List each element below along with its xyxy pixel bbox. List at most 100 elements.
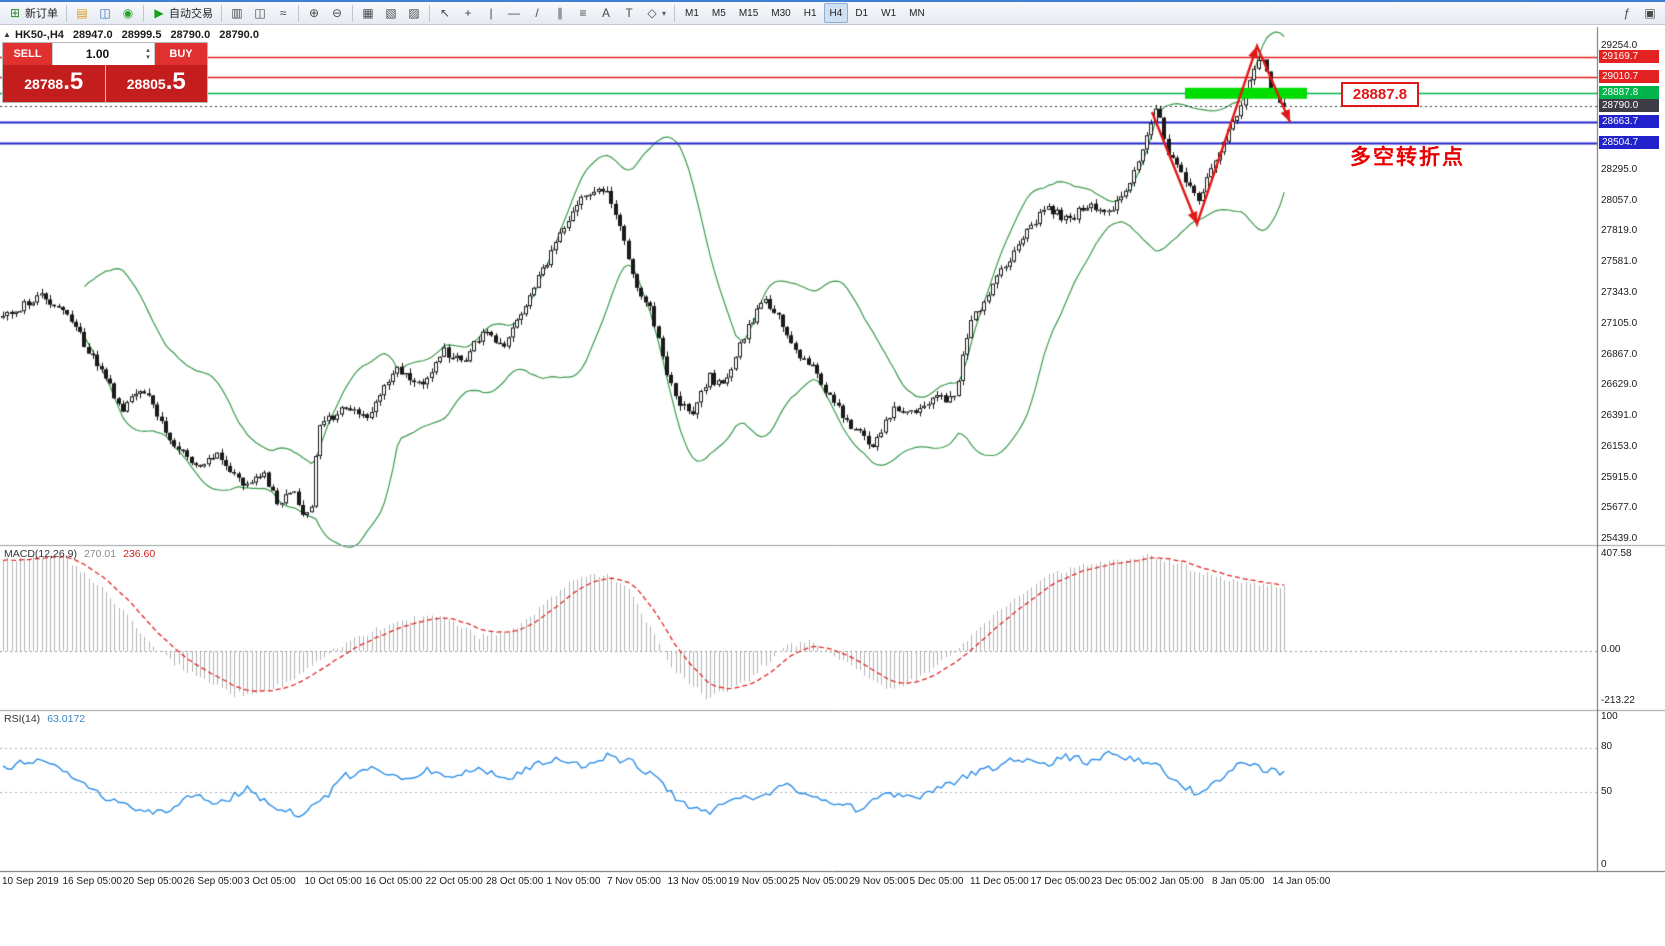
horizontal-line-icon[interactable]: — (503, 2, 525, 24)
navigator-icon-glyph: ◉ (122, 6, 134, 20)
time-axis[interactable]: 10 Sep 2019 16 Sep 05:00 20 Sep 05:00 26 Se… (0, 872, 1665, 892)
autotrade-button[interactable]: ▶ 自动交易 (148, 2, 217, 24)
fibonacci-icon-glyph: ≡ (579, 6, 587, 20)
zoom-out-icon-glyph: ⊖ (331, 6, 343, 20)
line-chart-icon[interactable]: ≈ (272, 2, 294, 24)
macd-axis-max: 407.58 (1601, 548, 1632, 559)
macd-axis-zero: 0.00 (1601, 644, 1621, 655)
candlestick-chart-icon[interactable]: ◫ (249, 2, 271, 24)
ohlc-high: 28999.5 (121, 29, 162, 41)
symbol-period-label: HK50-,H4 (15, 29, 64, 41)
one-click-panel-toggle[interactable]: ▲ (3, 30, 11, 39)
price-scale-label: 27343.0 (1601, 286, 1638, 298)
cascade-windows-icon[interactable]: ▧ (380, 2, 402, 24)
sell-price[interactable]: 28788 .5 (3, 65, 106, 102)
timeframe-mn-button[interactable]: MN (909, 7, 925, 19)
zoom-out-icon[interactable]: ⊖ (326, 2, 348, 24)
auto-arrange-icon[interactable]: ▨ (403, 2, 425, 24)
price-tag-28887-8: 28887.8 (1599, 86, 1659, 100)
time-axis-label: 17 Dec 05:00 (1030, 876, 1091, 887)
price-tag-29169-7: 29169.7 (1599, 49, 1659, 63)
vertical-line-icon[interactable]: | (480, 2, 502, 24)
time-axis-label: 5 Dec 05:00 (909, 876, 964, 887)
crosshair-icon[interactable]: + (457, 2, 479, 24)
macd-value-main: 270.01 (83, 548, 117, 560)
volume-down-button[interactable]: ▾ (146, 54, 150, 61)
sell-price-big: .5 (63, 68, 84, 95)
timeframe-h1-button[interactable]: H1 (803, 7, 817, 19)
zoom-in-icon[interactable]: ⊕ (303, 2, 325, 24)
timeframe-m5-button[interactable]: M5 (711, 7, 726, 19)
timeframe-d1-button[interactable]: D1 (855, 7, 869, 19)
new-order-button-label: 新订单 (25, 8, 58, 20)
new-order-button[interactable]: ⊞ 新订单 (4, 2, 62, 24)
volume-value: 1.00 (85, 47, 110, 61)
shapes-icon-glyph: ◇ (647, 6, 657, 20)
time-axis-label: 23 Dec 05:00 (1091, 876, 1151, 887)
buy-button[interactable]: BUY (155, 43, 207, 65)
toolbar-separator (298, 4, 299, 22)
time-axis-label: 7 Nov 05:00 (607, 876, 661, 887)
rsi-label: RSI(14) 63.0172 (4, 713, 85, 725)
timeframe-m30-button[interactable]: M30 (771, 7, 791, 19)
shapes-icon[interactable]: ◇ ▾ (641, 2, 670, 24)
text-icon[interactable]: A (595, 2, 617, 24)
time-axis-label: 13 Nov 05:00 (667, 876, 728, 887)
indicators-icon[interactable]: ƒ (1616, 2, 1638, 24)
time-axis-label: 28 Oct 05:00 (486, 876, 544, 887)
price-tag-28790-0: 28790.0 (1599, 98, 1659, 112)
rsi-axis-100: 100 (1601, 711, 1618, 722)
time-axis-label: 1 Nov 05:00 (546, 876, 601, 887)
price-scale-label: 28057.0 (1601, 194, 1638, 206)
shapes-icon-dropdown[interactable]: ▾ (662, 8, 667, 18)
price-tag-28504-7: 28504.7 (1599, 135, 1659, 149)
ohlc-close: 28790.0 (219, 29, 259, 41)
timeframe-m15-button[interactable]: M15 (738, 7, 759, 19)
text-label-icon-glyph: T (625, 6, 633, 20)
toolbar-separator (143, 4, 144, 22)
crosshair-icon-glyph: + (464, 6, 472, 20)
buy-price-prefix: 28805 (126, 76, 166, 92)
timeframe-w1-button[interactable]: W1 (881, 7, 897, 19)
trade-panel-price-row: 28788 .5 28805 .5 (3, 65, 207, 102)
volume-stepper: ▴ ▾ (142, 47, 154, 61)
text-icon-glyph: A (601, 6, 610, 20)
volume-up-button[interactable]: ▴ (146, 47, 150, 54)
timeframe-h4-button[interactable]: H4 (823, 3, 849, 23)
timeframe-m1-button[interactable]: M1 (685, 7, 699, 19)
sell-button[interactable]: SELL (3, 43, 52, 65)
price-scale-label: 29254.0 (1601, 39, 1638, 51)
toolbar-separator (429, 4, 430, 22)
market-watch-icon[interactable]: ▤ (71, 2, 93, 24)
chart-header: HK50-,H4 28947.0 28999.5 28790.0 28790.0 (15, 29, 259, 41)
window-list-icon[interactable]: ▣ (1639, 2, 1661, 24)
time-axis-label: 29 Nov 05:00 (849, 876, 909, 887)
time-axis-label: 2 Jan 05:00 (1151, 876, 1204, 887)
fibonacci-icon[interactable]: ≡ (572, 2, 594, 24)
bar-chart-icon[interactable]: ▥ (226, 2, 248, 24)
price-tag-28663-7: 28663.7 (1599, 115, 1659, 129)
macd-value-signal: 236.60 (123, 548, 156, 560)
volume-field[interactable]: 1.00 ▴ ▾ (52, 43, 155, 65)
level-callout-label[interactable]: 28887.8 (1341, 82, 1419, 107)
text-label-icon[interactable]: T (618, 2, 640, 24)
navigator-icon[interactable]: ◉ (117, 2, 139, 24)
trendline-icon[interactable]: / (526, 2, 548, 24)
price-scale-label: 25439.0 (1601, 533, 1638, 545)
price-scale-label: 27105.0 (1601, 317, 1638, 329)
one-click-trading-panel: SELL 1.00 ▴ ▾ BUY 28788 .5 28805 .5 (2, 42, 208, 103)
channel-icon[interactable]: ∥ (549, 2, 571, 24)
turning-point-annotation[interactable]: 多空转折点 (1350, 146, 1465, 169)
price-axis[interactable]: 29254.0 28295.0 28057.0 27819.0 27581.0 27343… (0, 0, 1665, 871)
toolbar: ⊞ 新订单 ▤ ◫ ◉ ▶ 自动交易 ▥ ◫ ≈ ⊕ ⊖ ▦ ▧ ▨ ↖ + | — / ∥ ≡ A T ◇ ▾ M1 M5 M15 M3… (0, 0, 1665, 25)
data-window-icon[interactable]: ◫ (94, 2, 116, 24)
buy-price[interactable]: 28805 .5 (105, 65, 207, 102)
channel-icon-glyph: ∥ (557, 6, 563, 20)
horizontal-line-icon-glyph: — (508, 6, 520, 20)
tile-windows-icon[interactable]: ▦ (357, 2, 379, 24)
cursor-icon[interactable]: ↖ (434, 2, 456, 24)
autotrade-button-label: 自动交易 (169, 8, 213, 20)
time-axis-label: 20 Sep 05:00 (123, 876, 183, 887)
